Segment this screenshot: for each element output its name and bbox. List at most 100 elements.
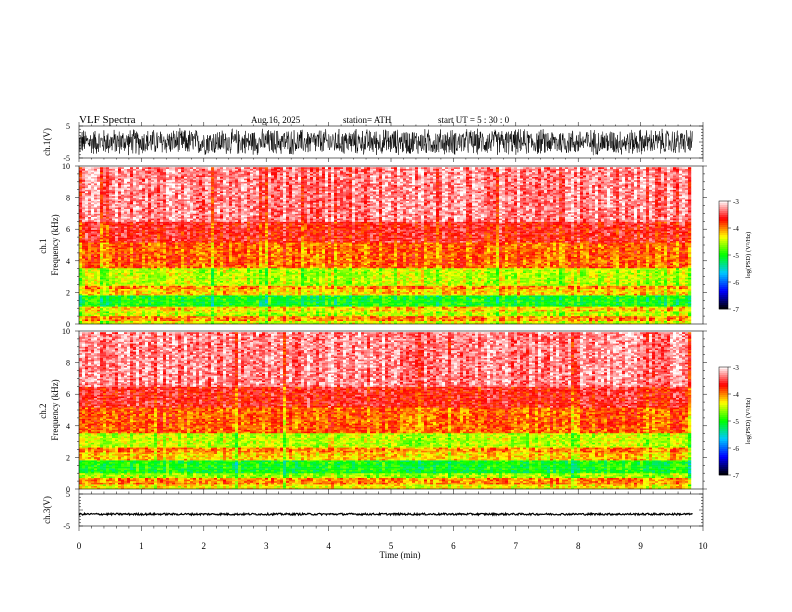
- spectrogram-cell: [205, 292, 209, 294]
- spectrogram-cell: [556, 298, 560, 301]
- spectrogram-cell: [598, 296, 602, 299]
- spectrogram-cell: [247, 301, 251, 304]
- spectrogram-cell: [388, 312, 392, 315]
- spectrogram-cell: [139, 301, 143, 304]
- spectrogram-cell: [538, 296, 542, 299]
- spectrogram-cell: [469, 287, 473, 289]
- spectrogram-cell: [577, 288, 581, 291]
- spectrogram-cell: [679, 285, 683, 288]
- spectrogram-cell: [496, 309, 500, 312]
- spectrogram-cell: [142, 292, 146, 294]
- spectrogram-cell: [469, 303, 473, 305]
- spectrogram-cell: [484, 312, 488, 315]
- spectrogram-cell: [289, 317, 293, 320]
- spectrogram-cell: [487, 304, 491, 307]
- spectrogram-cell: [688, 312, 692, 315]
- spectrogram-cell: [619, 288, 623, 291]
- spectrogram-cell: [313, 296, 317, 299]
- spectrogram-cell: [439, 304, 443, 307]
- spectrogram-cell: [340, 293, 344, 296]
- spectrogram-cell: [451, 301, 455, 304]
- spectrogram-cell: [106, 308, 110, 310]
- spectrogram-cell: [169, 292, 173, 294]
- spectrogram-cell: [124, 298, 128, 301]
- spectrogram-cell: [82, 314, 86, 317]
- spectrogram-cell: [115, 300, 119, 302]
- spectrogram-cell: [265, 300, 269, 302]
- spectrogram-cell: [523, 296, 527, 299]
- spectrogram-cell: [331, 314, 335, 317]
- spectrogram-cell: [682, 322, 686, 325]
- spectrogram-cell: [298, 287, 302, 289]
- spectrogram-cell: [289, 295, 293, 297]
- spectrogram-cell: [544, 309, 548, 312]
- spectrogram-cell: [118, 284, 122, 286]
- spectrogram-cell: [568, 295, 572, 297]
- spectrogram-cell: [667, 293, 671, 296]
- spectrogram-cell: [154, 287, 158, 289]
- spectrogram-cell: [109, 322, 113, 325]
- spectrogram-cell: [214, 312, 218, 315]
- spectrogram-cell: [193, 309, 197, 312]
- spectrogram-cell: [439, 293, 443, 296]
- spectrogram-cell: [316, 288, 320, 291]
- spectrogram-cell: [688, 298, 692, 301]
- spectrogram-cell: [115, 296, 119, 299]
- spectrogram-cell: [190, 309, 194, 312]
- spectrogram-cell: [574, 288, 578, 291]
- spectrogram-cell: [580, 288, 584, 291]
- spectrogram-cell: [640, 306, 644, 309]
- spectrogram-cell: [115, 284, 119, 286]
- spectrogram-cell: [637, 312, 641, 315]
- spectrogram-cell: [157, 312, 161, 315]
- spectrogram-cell: [523, 287, 527, 289]
- spectrogram-cell: [448, 292, 452, 294]
- spectrogram-cell: [358, 301, 362, 304]
- spectrogram-cell: [598, 290, 602, 293]
- spectrogram-cell: [85, 316, 89, 318]
- spectrogram-cell: [229, 309, 233, 312]
- spectrogram-cell: [109, 301, 113, 304]
- spectrogram-cell: [544, 301, 548, 304]
- spectrogram-cell: [376, 295, 380, 297]
- spectrogram-cell: [235, 319, 239, 321]
- spectrogram-cell: [367, 285, 371, 288]
- spectrogram-cell: [460, 288, 464, 291]
- spectrogram-cell: [361, 319, 365, 321]
- spectrogram-cell: [235, 292, 239, 294]
- spectrogram-cell: [400, 300, 404, 302]
- spectrogram-cell: [670, 320, 674, 323]
- spectrogram-cell: [562, 298, 566, 301]
- spectrogram-cell: [508, 298, 512, 301]
- spectrogram-cell: [319, 311, 323, 313]
- spectrogram-cell: [154, 304, 158, 307]
- spectrogram-cell: [589, 295, 593, 297]
- spectrogram-cell: [319, 316, 323, 318]
- spectrogram-cell: [634, 317, 638, 320]
- spectrogram-cell: [298, 316, 302, 318]
- spectrogram-cell: [109, 319, 113, 321]
- spectrogram-cell: [679, 303, 683, 305]
- spectrogram-cell: [400, 309, 404, 312]
- spectrogram-cell: [487, 314, 491, 317]
- spectrogram-cell: [241, 292, 245, 294]
- spectrogram-cell: [379, 300, 383, 302]
- spectrogram-cell: [502, 301, 506, 304]
- spectrogram-cell: [292, 301, 296, 304]
- spectrogram-cell: [505, 288, 509, 291]
- spectrogram-cell: [586, 301, 590, 304]
- spectrogram-cell: [544, 312, 548, 315]
- spectrogram-cell: [304, 304, 308, 307]
- spectrogram-cell: [244, 288, 248, 291]
- spectrogram-cell: [301, 292, 305, 294]
- spectrogram-cell: [583, 322, 587, 325]
- spectrogram-cell: [148, 319, 152, 321]
- spectrogram-cell: [454, 290, 458, 293]
- spectrogram-cell: [259, 311, 263, 313]
- spectrogram-cell: [532, 319, 536, 321]
- spectrogram-cell: [631, 320, 635, 323]
- spectrogram-cell: [166, 309, 170, 312]
- spectrogram-cell: [679, 296, 683, 299]
- spectrogram-cell: [568, 303, 572, 305]
- spectrogram-cell: [451, 312, 455, 315]
